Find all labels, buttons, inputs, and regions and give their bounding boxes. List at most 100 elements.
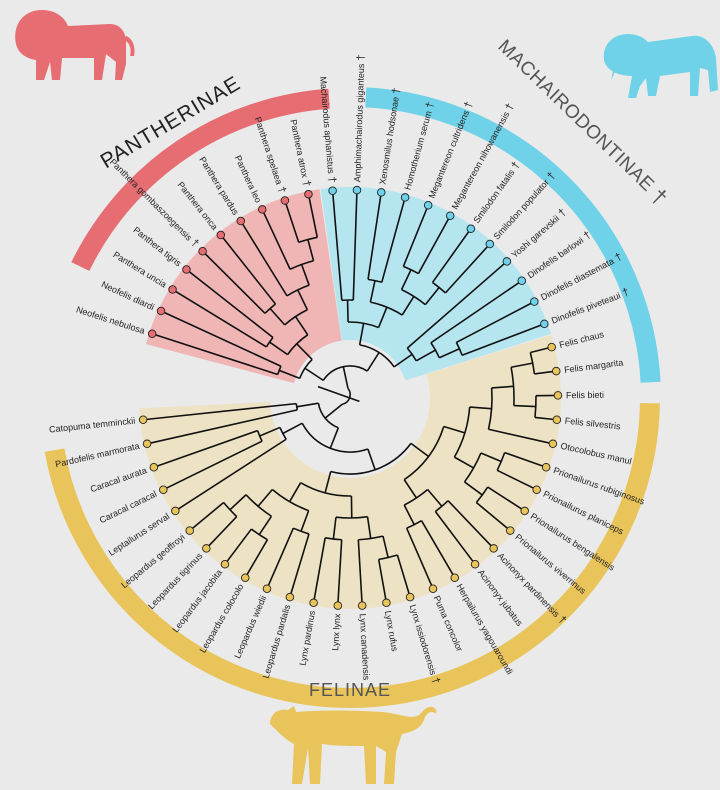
tip-leptailurus_serval xyxy=(171,506,180,516)
branch-arc-85 xyxy=(330,442,412,475)
tip-acinonyx_pardinensis xyxy=(489,544,498,553)
branch-radial-35 xyxy=(366,352,380,372)
branch-arc-24 xyxy=(264,303,276,314)
branch-radial-135 xyxy=(475,501,511,532)
tip-neofelis_nebulosa xyxy=(147,329,157,338)
tip-felis_margarita xyxy=(552,366,561,376)
branch-radial-140 xyxy=(504,451,547,468)
tip-otocolobus_manul xyxy=(548,439,558,449)
branch-radial-81 xyxy=(153,429,258,468)
extinct-dagger: † xyxy=(300,179,313,187)
branch-radial-61 xyxy=(369,280,376,303)
branch-radial-94 xyxy=(189,501,225,532)
branch-arc-145 xyxy=(510,367,515,406)
branch-radial-69 xyxy=(324,403,343,419)
extinct-dagger: † xyxy=(503,101,516,112)
branch-radial-83 xyxy=(174,438,287,512)
branch-radial-146 xyxy=(513,404,536,408)
tip-leopardus_colocolo xyxy=(240,573,250,582)
branch-radial-64 xyxy=(367,192,383,280)
branch-radial-77 xyxy=(282,422,303,435)
branch-radial-74 xyxy=(146,409,298,445)
tip-lynx_canadensis xyxy=(357,601,367,610)
tip-panthera_spelaea xyxy=(280,196,290,205)
branch-radial-73 xyxy=(143,402,297,421)
branch-radial-39 xyxy=(415,349,436,362)
branch-arc-38 xyxy=(406,347,417,362)
tip-panthera_uncia xyxy=(168,285,177,294)
branch-radial-79 xyxy=(259,426,281,437)
subfamily-bands xyxy=(139,186,561,609)
branch-radial-108 xyxy=(312,537,326,603)
branch-radial-17 xyxy=(307,239,315,261)
branch-radial-110 xyxy=(366,516,372,539)
branch-arc-118 xyxy=(403,426,445,481)
branch-radial-109 xyxy=(337,539,343,606)
tip-smilodon_fatalis xyxy=(466,224,476,233)
tip-xenosmilus_hodsonae xyxy=(377,188,386,197)
branch-arc-76 xyxy=(301,422,369,453)
extinct-dagger: † xyxy=(355,54,367,61)
branch-radial-56 xyxy=(431,228,472,283)
arc-pantherinae xyxy=(71,88,330,271)
branch-radial-26 xyxy=(202,250,266,314)
branch-radial-115 xyxy=(377,559,388,603)
branch-radial-117 xyxy=(410,442,430,458)
branch-radial-141 xyxy=(469,406,492,410)
branch-radial-121 xyxy=(403,504,415,526)
tip-felis_chaus xyxy=(547,342,556,352)
branch-radial-124 xyxy=(420,520,456,579)
branch-radial-84 xyxy=(367,448,376,470)
band-felinae xyxy=(139,335,561,609)
tip-dinofelis_diastemata xyxy=(530,297,539,306)
lion-silhouette xyxy=(15,10,135,80)
branch-radial-123 xyxy=(405,527,434,590)
branch-radial-106 xyxy=(332,517,337,540)
cladogram-tree xyxy=(143,190,558,606)
tip-felis_silvestris xyxy=(552,415,562,424)
branch-radial-144 xyxy=(491,385,514,389)
tip-neofelis_diardi xyxy=(156,306,166,316)
tip-prionailurus_viverrinus xyxy=(506,526,515,535)
taxon-label-felis_bieti: Felis bieti xyxy=(566,390,604,400)
tip-herpailurus_yagouaroundi xyxy=(450,573,460,582)
extinct-dagger: † xyxy=(621,286,631,299)
tip-leopardus_pardalis xyxy=(285,592,295,602)
tip-acinonyx_jubatus xyxy=(470,559,480,569)
branch-radial-23 xyxy=(269,307,286,326)
branch-radial-96 xyxy=(258,515,273,536)
tip-pardofelis_marmorata xyxy=(142,439,152,449)
tip-lynx_pardinus xyxy=(309,598,318,608)
branch-radial-92 xyxy=(229,494,247,511)
tip-machairodus_aphanistus xyxy=(328,186,337,195)
extinct-dagger: † xyxy=(462,100,475,110)
tip-megantereon_nihowanensis xyxy=(445,211,455,220)
taxon-label-lynx_canadensis: Lynx canadensis xyxy=(358,613,372,681)
branch-radial-57 xyxy=(400,269,412,290)
branch-arc-4 xyxy=(341,387,351,406)
branch-radial-25 xyxy=(220,234,277,305)
tip-prionailurus_bengalensis xyxy=(520,506,529,516)
branch-radial-53 xyxy=(424,286,440,306)
tip-amphimachairodus_giganteus xyxy=(352,185,362,195)
band-pantherinae xyxy=(146,189,342,384)
cladogram-tips xyxy=(138,185,563,610)
branch-radial-60 xyxy=(402,204,429,267)
tip-leopardus_geoffroyi xyxy=(185,526,194,535)
arc-machairodontinae xyxy=(365,87,661,383)
branch-radial-34 xyxy=(151,332,278,376)
extinct-dagger: † xyxy=(509,160,522,172)
branch-radial-27 xyxy=(269,341,289,356)
branch-radial-88 xyxy=(288,482,302,503)
branch-radial-49 xyxy=(377,306,388,328)
branch-radial-68 xyxy=(331,190,343,301)
branch-radial-102 xyxy=(266,527,295,590)
branch-radial-63 xyxy=(381,197,406,283)
branch-radial-65 xyxy=(346,300,349,323)
branch-radial-55 xyxy=(444,243,491,294)
branch-radial-131 xyxy=(454,456,474,469)
branch-radial-41 xyxy=(439,348,460,359)
branch-radial-112 xyxy=(357,539,363,606)
branch-radial-100 xyxy=(300,510,310,532)
